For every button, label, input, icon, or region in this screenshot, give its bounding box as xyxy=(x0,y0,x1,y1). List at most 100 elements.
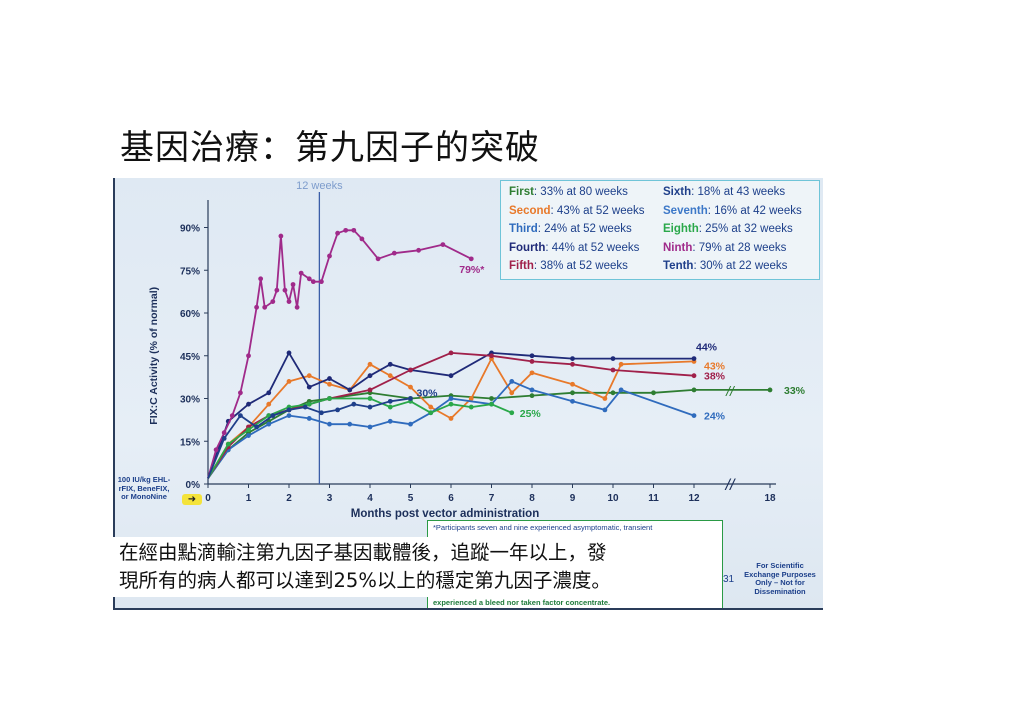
y-tick-label: 45% xyxy=(180,352,200,363)
data-point xyxy=(258,276,264,282)
x-tick-label: 0 xyxy=(205,493,211,504)
x-tick-label: 11 xyxy=(648,493,659,504)
slide-title: 基因治療：第九因子的突破 xyxy=(120,128,540,168)
data-point xyxy=(298,270,304,276)
data-point xyxy=(246,401,251,407)
data-point xyxy=(246,433,251,438)
data-point xyxy=(610,367,616,373)
data-point xyxy=(391,250,397,256)
data-point xyxy=(529,353,535,359)
data-point xyxy=(367,361,373,367)
end-label-tenth: 30% xyxy=(417,388,439,400)
data-point xyxy=(310,279,316,285)
data-point xyxy=(691,373,697,379)
data-point xyxy=(489,396,494,401)
legend-text: : 16% at 42 weeks xyxy=(707,204,802,217)
legend-name: Eighth xyxy=(663,223,699,235)
legend-text: : 30% at 22 weeks xyxy=(693,260,788,272)
legend-item-seventh: Seventh: 16% at 42 weeks xyxy=(663,205,802,217)
data-point xyxy=(306,373,312,379)
legend-text: : 33% at 80 weeks xyxy=(533,186,628,198)
data-point xyxy=(327,396,332,401)
data-point xyxy=(468,396,474,401)
legend-item-tenth: Tenth: 30% at 22 weeks xyxy=(663,260,787,272)
data-point xyxy=(529,393,535,399)
data-point xyxy=(347,421,353,427)
end-label-first: 33% xyxy=(784,385,806,397)
data-point xyxy=(387,418,393,424)
data-point xyxy=(489,401,494,407)
data-point xyxy=(387,398,393,404)
legend-name: Seventh xyxy=(663,204,708,217)
data-point xyxy=(335,407,340,413)
legend-item-eighth: Eighth: 25% at 32 weeks xyxy=(663,223,793,235)
data-point xyxy=(448,396,454,401)
data-point xyxy=(367,396,373,401)
data-point xyxy=(509,379,515,384)
legend-text: : 18% at 43 weeks xyxy=(691,186,786,198)
data-point xyxy=(229,413,235,418)
data-point xyxy=(286,350,292,356)
label-layer: 33% 43% 24% 44% 38% 25% 79%* 30% xyxy=(417,264,806,423)
data-point xyxy=(529,359,535,364)
data-point xyxy=(290,282,296,287)
caption-line-2: 現所有的病人都可以達到25%以上的穩定第九因子濃度。 xyxy=(119,569,611,592)
caption-line-1: 在經由點滴輸注第九因子基因載體後，追蹤一年以上，發 xyxy=(119,541,607,564)
data-point xyxy=(408,421,413,427)
legend-name: Sixth xyxy=(663,186,692,198)
legend-item-ninth: Ninth: 79% at 28 weeks xyxy=(663,242,786,254)
legend-item-fifth: Fifth: 38% at 52 weeks xyxy=(509,260,628,272)
y-tick-label: 0% xyxy=(186,480,201,491)
data-point xyxy=(327,376,332,381)
legend-name: Third xyxy=(509,223,538,235)
data-point xyxy=(448,416,454,421)
series-line-tenth xyxy=(207,397,411,479)
series-line-third xyxy=(207,380,695,479)
legend-name: First xyxy=(509,186,534,198)
data-point xyxy=(238,413,243,418)
data-point xyxy=(570,361,575,367)
data-point xyxy=(286,299,292,304)
data-point xyxy=(266,421,272,427)
dose-note: 100 IU/kg EHL-rFIX, BeneFIX, or MonoNine xyxy=(117,475,171,502)
data-point xyxy=(489,353,494,359)
legend-text: : 79% at 28 weeks xyxy=(692,241,787,254)
legend-text: : 43% at 52 weeks xyxy=(550,204,645,217)
x-tick-label: 5 xyxy=(408,493,414,504)
data-point xyxy=(570,390,575,396)
data-point xyxy=(570,398,575,404)
end-label-eighth: 25% xyxy=(520,408,542,420)
data-point xyxy=(509,410,515,416)
legend-item-sixth: Sixth: 18% at 43 weeks xyxy=(663,186,785,198)
data-point xyxy=(618,361,624,367)
line-chart: 0%15%30%45%60%75%90%0 1 2 3 4 5 6 7 8 9 10 11 12 18//… xyxy=(148,180,806,520)
week-marker-label: 12 weeks xyxy=(296,180,343,192)
data-point xyxy=(319,279,324,285)
x-tick-label: 1 xyxy=(246,493,252,504)
data-point xyxy=(570,356,575,361)
legend-item-first: First: 33% at 80 weeks xyxy=(509,186,628,198)
data-point xyxy=(387,361,393,367)
data-point xyxy=(367,373,373,379)
data-point xyxy=(270,299,276,304)
data-point xyxy=(428,404,434,410)
data-point xyxy=(282,287,288,293)
data-point xyxy=(440,242,446,247)
x-tick-label: 7 xyxy=(489,493,495,504)
data-point xyxy=(246,427,251,433)
legend-name: Ninth xyxy=(663,241,693,254)
series-line-fifth xyxy=(207,351,695,479)
data-point xyxy=(262,304,268,310)
data-point xyxy=(468,404,474,410)
end-label-ninth: 79%* xyxy=(459,264,485,276)
data-point xyxy=(302,404,308,410)
data-point xyxy=(286,407,292,413)
data-point xyxy=(375,256,381,262)
data-point xyxy=(387,404,393,410)
data-point xyxy=(246,353,251,359)
legend-text: : 44% at 52 weeks xyxy=(545,241,640,254)
caption-box: 在經由點滴輸注第九因子基因載體後，追蹤一年以上，發 現所有的病人都可以達到25%… xyxy=(113,537,720,597)
legend-item-fourth: Fourth: 44% at 52 weeks xyxy=(509,242,639,254)
legend-name: Second xyxy=(509,204,551,217)
series-layer xyxy=(207,227,773,479)
